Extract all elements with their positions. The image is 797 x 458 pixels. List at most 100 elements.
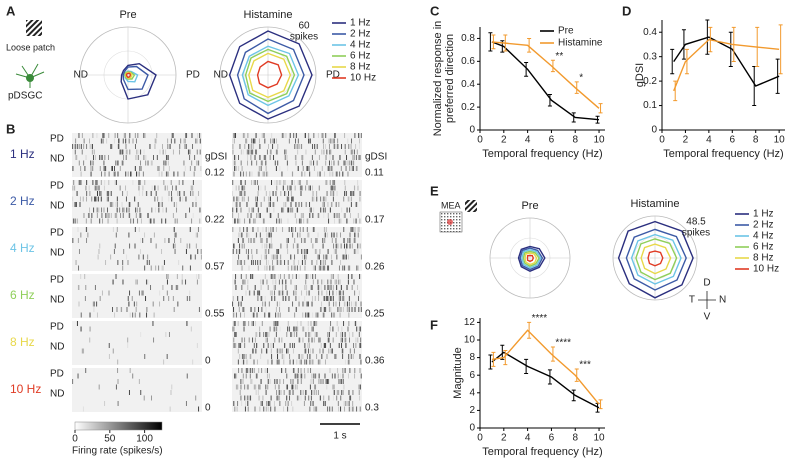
raster-tick	[113, 138, 115, 144]
raster-tick	[72, 166, 74, 171]
raster-tick	[114, 312, 116, 318]
raster-tick	[347, 171, 349, 177]
raster-tick	[277, 312, 279, 318]
raster-tick	[240, 312, 242, 318]
raster-tick	[356, 265, 358, 271]
raster-tick	[235, 332, 237, 337]
error-bar	[527, 321, 532, 339]
raster-tick	[263, 171, 265, 177]
raster-tick	[102, 138, 104, 144]
raster-tick	[312, 185, 314, 191]
raster-tick	[114, 171, 116, 177]
polar-trace	[120, 62, 157, 100]
raster-tick	[313, 390, 315, 395]
raster-tick	[330, 285, 332, 290]
raster-tick	[262, 406, 264, 412]
raster-tick	[292, 359, 294, 365]
raster-tick	[312, 144, 314, 149]
raster-tick	[318, 285, 320, 290]
raster-tick	[186, 133, 188, 138]
raster-tick	[352, 332, 354, 337]
raster-tick	[75, 218, 77, 224]
raster-tick	[256, 359, 258, 365]
raster-tick	[174, 243, 176, 249]
panel-label: D	[622, 3, 631, 18]
raster-tick	[272, 343, 274, 348]
raster-tick	[283, 354, 285, 359]
raster-tick	[88, 185, 90, 191]
raster-tick	[278, 180, 280, 185]
stimulus-icon	[26, 20, 42, 36]
raster-tick	[112, 307, 114, 312]
raster-tick	[265, 337, 267, 343]
raster-tick	[238, 301, 240, 307]
raster-tick	[96, 207, 98, 213]
raster-tick	[350, 406, 352, 412]
raster-tick	[96, 180, 98, 185]
raster-tick	[298, 395, 300, 401]
raster-tick	[161, 265, 163, 271]
raster-tick	[110, 202, 112, 207]
row-label: 1 Hz	[10, 147, 35, 161]
raster-tick	[171, 191, 173, 196]
raster-tick	[311, 260, 313, 265]
raster-tick	[273, 202, 275, 207]
raster-tick	[334, 312, 336, 318]
raster-tick	[312, 279, 314, 285]
raster-tick	[247, 213, 249, 218]
raster-tick	[80, 326, 82, 332]
raster-tick	[319, 395, 321, 401]
raster-tick	[359, 191, 361, 196]
raster-tick	[328, 265, 330, 271]
raster-tick	[136, 149, 138, 155]
raster-bg	[72, 368, 202, 412]
raster-tick	[324, 232, 326, 238]
raster-tick	[76, 144, 78, 149]
raster-tick	[348, 332, 350, 337]
raster-tick	[163, 180, 165, 185]
raster-tick	[294, 285, 296, 290]
raster-tick	[90, 171, 92, 177]
raster-tick	[321, 265, 323, 271]
raster-tick	[246, 227, 248, 232]
raster-tick	[333, 232, 335, 238]
raster-tick	[276, 379, 278, 384]
raster-tick	[313, 321, 315, 326]
raster-tick	[302, 354, 304, 359]
raster-tick	[254, 180, 256, 185]
raster-tick	[332, 180, 334, 185]
raster-tick	[317, 254, 319, 260]
raster-tick	[293, 227, 295, 232]
raster-tick	[259, 260, 261, 265]
raster-tick	[137, 133, 139, 138]
raster-tick	[302, 312, 304, 318]
raster-tick	[90, 160, 92, 166]
raster-tick	[233, 138, 235, 144]
raster-tick	[240, 260, 242, 265]
raster-tick	[266, 279, 268, 285]
raster-tick	[267, 171, 269, 177]
raster-tick	[104, 180, 106, 185]
gdsi-value: 0.22	[205, 215, 225, 226]
raster-tick	[312, 326, 314, 332]
raster-tick	[145, 296, 147, 301]
raster-tick	[358, 332, 360, 337]
raster-tick	[234, 166, 236, 171]
raster-tick	[282, 290, 284, 296]
raster-tick	[248, 144, 250, 149]
raster-tick	[318, 296, 320, 301]
raster-tick	[127, 337, 129, 343]
y-tick-label: 0	[651, 125, 657, 136]
raster-tick	[259, 144, 261, 149]
raster-tick	[297, 166, 299, 171]
raster-tick	[158, 265, 160, 271]
raster-tick	[198, 274, 200, 279]
y-tick-label: 0.2	[461, 102, 475, 113]
raster-tick	[155, 138, 157, 144]
raster-tick	[349, 243, 351, 249]
raster-tick	[174, 232, 176, 238]
raster-tick	[123, 155, 125, 160]
raster-tick	[259, 384, 261, 390]
raster-tick	[280, 290, 282, 296]
raster-tick	[309, 171, 311, 177]
